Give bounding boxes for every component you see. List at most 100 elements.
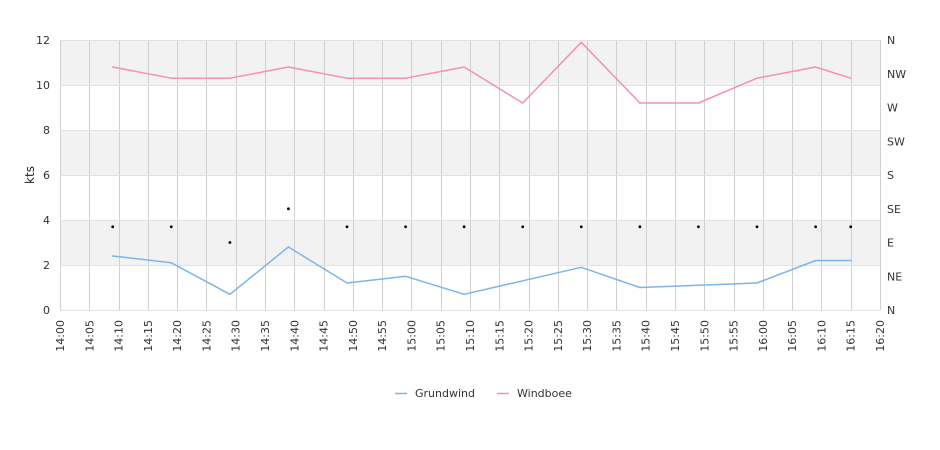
x-tick-label: 15:15 bbox=[493, 320, 506, 352]
data-point bbox=[287, 66, 290, 68]
data-point bbox=[463, 293, 465, 296]
x-tick-label: 15:20 bbox=[523, 320, 536, 352]
data-point bbox=[170, 262, 173, 264]
direction-axis-ticks: N NE E SE S SW W NW N bbox=[887, 34, 906, 317]
direction-markers bbox=[111, 207, 853, 244]
data-point bbox=[229, 293, 231, 296]
x-tick-label: 14:00 bbox=[54, 320, 67, 352]
x-tick-label: 15:00 bbox=[405, 320, 418, 352]
x-tick-label: 14:50 bbox=[347, 320, 360, 352]
direction-marker bbox=[755, 225, 759, 229]
data-point bbox=[849, 259, 852, 262]
data-point bbox=[521, 280, 524, 282]
x-axis-ticks: 14:00 14:05 14:10 14:15 14:20 14:25 14:30 14:35… bbox=[54, 320, 887, 352]
data-point bbox=[111, 66, 114, 68]
x-tick-label: 16:05 bbox=[786, 320, 799, 352]
legend-label: Windboee bbox=[517, 387, 572, 400]
x-tick-label: 14:30 bbox=[230, 320, 243, 352]
legend-item-windboee[interactable]: Windboee bbox=[497, 387, 572, 400]
direction-tick-label: W bbox=[887, 102, 898, 115]
direction-tick-label: NE bbox=[887, 270, 902, 283]
x-tick-label: 14:55 bbox=[376, 320, 389, 352]
direction-marker bbox=[345, 225, 349, 229]
data-point bbox=[170, 77, 173, 79]
data-point bbox=[756, 77, 758, 79]
y-tick-label: 0 bbox=[43, 304, 50, 317]
x-tick-label: 14:25 bbox=[200, 320, 213, 352]
data-point bbox=[521, 102, 524, 104]
data-point bbox=[287, 246, 290, 248]
direction-marker bbox=[521, 225, 525, 229]
data-point bbox=[639, 286, 641, 289]
x-tick-label: 14:20 bbox=[171, 320, 184, 352]
data-point bbox=[111, 255, 114, 257]
y-tick-label: 2 bbox=[43, 259, 50, 272]
data-point bbox=[697, 102, 700, 104]
direction-tick-label: NW bbox=[887, 68, 906, 81]
legend[interactable]: Grundwind Windboee bbox=[395, 387, 572, 400]
data-point bbox=[639, 102, 641, 104]
y-tick-label: 4 bbox=[43, 214, 50, 227]
direction-tick-label: N bbox=[887, 34, 895, 47]
y-tick-label: 6 bbox=[43, 169, 50, 182]
x-tick-label: 16:15 bbox=[845, 320, 858, 352]
data-point bbox=[697, 284, 700, 287]
x-tick-label: 14:05 bbox=[83, 320, 96, 352]
data-point bbox=[463, 66, 465, 68]
x-tick-label: 15:35 bbox=[610, 320, 623, 352]
data-point bbox=[404, 275, 407, 278]
x-tick-label: 14:45 bbox=[318, 320, 331, 352]
y-tick-label: 12 bbox=[36, 34, 50, 47]
x-tick-label: 16:10 bbox=[815, 320, 828, 352]
direction-marker bbox=[462, 225, 466, 229]
x-tick-label: 15:50 bbox=[698, 320, 711, 352]
data-point bbox=[580, 41, 583, 44]
y-axis-title: kts bbox=[23, 166, 37, 184]
horizontal-gridlines bbox=[60, 40, 880, 311]
x-tick-label: 14:40 bbox=[288, 320, 301, 352]
x-tick-label: 15:30 bbox=[581, 320, 594, 352]
x-tick-label: 16:00 bbox=[757, 320, 770, 352]
data-point bbox=[849, 77, 852, 79]
x-tick-label: 14:15 bbox=[142, 320, 155, 352]
data-point bbox=[346, 282, 348, 284]
direction-marker bbox=[579, 225, 583, 229]
data-point bbox=[756, 282, 758, 284]
direction-tick-label: N bbox=[887, 304, 895, 317]
direction-tick-label: S bbox=[887, 169, 894, 182]
data-point bbox=[814, 66, 817, 68]
data-point bbox=[229, 77, 231, 79]
legend-label: Grundwind bbox=[415, 387, 475, 400]
y-tick-label: 8 bbox=[43, 124, 50, 137]
x-tick-label: 16:20 bbox=[874, 320, 887, 352]
data-point bbox=[580, 266, 583, 269]
direction-tick-label: SW bbox=[887, 135, 905, 148]
x-tick-label: 15:40 bbox=[640, 320, 653, 352]
direction-marker bbox=[111, 225, 115, 229]
direction-marker bbox=[169, 225, 173, 229]
series-line-windboee bbox=[112, 41, 851, 104]
x-tick-label: 14:35 bbox=[259, 320, 272, 352]
data-point bbox=[346, 77, 348, 79]
data-point bbox=[404, 77, 407, 79]
y-axis-ticks: 0 2 4 6 8 10 12 bbox=[36, 34, 50, 317]
x-tick-label: 15:10 bbox=[464, 320, 477, 352]
direction-marker bbox=[849, 225, 853, 229]
direction-marker bbox=[697, 225, 700, 229]
x-tick-label: 15:25 bbox=[552, 320, 565, 352]
direction-marker bbox=[404, 225, 407, 229]
series-lines bbox=[111, 41, 852, 296]
x-tick-label: 14:10 bbox=[113, 320, 126, 352]
direction-marker bbox=[814, 225, 817, 229]
legend-item-grundwind[interactable]: Grundwind bbox=[395, 387, 475, 400]
x-tick-label: 15:05 bbox=[435, 320, 448, 352]
data-point bbox=[814, 259, 817, 262]
direction-tick-label: E bbox=[887, 237, 894, 250]
x-tick-label: 15:55 bbox=[728, 320, 741, 352]
x-tick-label: 15:45 bbox=[669, 320, 682, 352]
direction-marker bbox=[228, 241, 232, 244]
y-tick-label: 10 bbox=[36, 79, 50, 92]
direction-marker bbox=[638, 225, 642, 229]
direction-tick-label: SE bbox=[887, 203, 901, 216]
